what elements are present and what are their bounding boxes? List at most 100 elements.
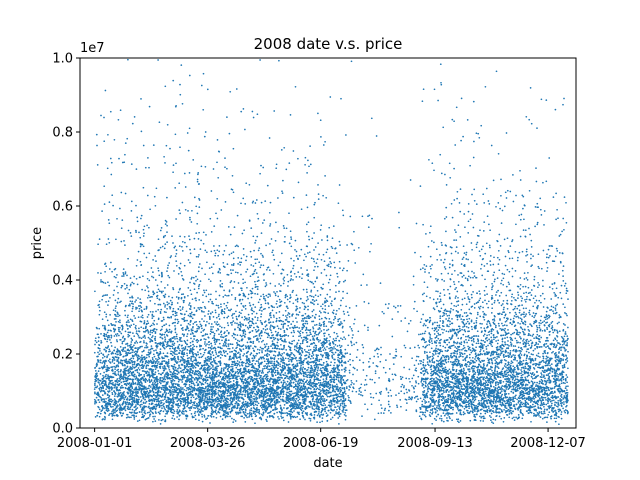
data-point bbox=[113, 335, 116, 337]
data-point bbox=[94, 384, 96, 387]
data-point bbox=[110, 341, 112, 344]
data-point bbox=[249, 393, 251, 395]
data-point bbox=[160, 401, 163, 404]
data-point bbox=[168, 368, 171, 371]
data-point bbox=[222, 296, 225, 298]
data-point bbox=[186, 349, 189, 351]
data-point bbox=[177, 356, 179, 359]
data-point bbox=[206, 389, 208, 392]
data-point bbox=[127, 335, 130, 338]
data-point bbox=[201, 413, 203, 416]
data-point bbox=[172, 384, 174, 387]
data-point bbox=[125, 384, 128, 386]
data-point bbox=[209, 217, 212, 220]
data-point bbox=[231, 368, 234, 371]
data-point bbox=[217, 150, 220, 153]
data-point bbox=[133, 275, 136, 278]
data-point bbox=[181, 308, 184, 310]
data-point bbox=[104, 338, 107, 341]
data-point bbox=[192, 396, 195, 399]
data-point bbox=[93, 351, 96, 354]
data-point bbox=[209, 330, 212, 333]
data-point bbox=[161, 333, 164, 336]
data-point bbox=[110, 388, 113, 391]
data-point bbox=[163, 311, 166, 313]
data-point bbox=[148, 384, 151, 387]
data-point bbox=[207, 387, 209, 390]
data-point bbox=[116, 333, 119, 335]
data-point bbox=[116, 285, 118, 288]
data-point bbox=[244, 379, 247, 382]
data-point bbox=[98, 387, 101, 390]
data-point bbox=[195, 381, 198, 384]
data-point bbox=[107, 345, 110, 347]
data-point bbox=[159, 303, 161, 306]
data-point bbox=[104, 404, 107, 407]
data-point bbox=[147, 394, 150, 397]
data-point bbox=[171, 393, 173, 395]
data-point bbox=[223, 351, 226, 354]
data-point bbox=[230, 384, 232, 386]
data-point bbox=[171, 301, 173, 304]
data-point bbox=[140, 130, 143, 133]
data-point bbox=[142, 330, 145, 333]
data-point bbox=[208, 343, 210, 346]
data-point bbox=[172, 287, 174, 289]
data-point bbox=[219, 390, 221, 392]
data-point bbox=[199, 393, 202, 396]
data-point bbox=[199, 339, 202, 342]
data-point bbox=[179, 312, 182, 315]
data-point bbox=[148, 355, 151, 358]
data-point bbox=[201, 397, 204, 400]
data-point bbox=[212, 263, 215, 265]
data-point bbox=[157, 318, 160, 321]
data-point bbox=[151, 336, 153, 339]
data-point bbox=[199, 406, 202, 408]
data-point bbox=[240, 273, 242, 276]
data-point bbox=[103, 335, 106, 338]
data-point bbox=[226, 116, 228, 118]
data-point bbox=[160, 409, 162, 412]
data-point bbox=[120, 324, 123, 327]
data-point bbox=[196, 222, 199, 225]
data-point bbox=[259, 346, 262, 349]
data-point bbox=[166, 335, 169, 337]
data-point bbox=[189, 306, 192, 308]
data-point bbox=[240, 110, 243, 113]
data-point bbox=[227, 381, 229, 384]
data-point bbox=[171, 235, 173, 237]
data-point bbox=[110, 322, 112, 325]
data-point bbox=[239, 334, 242, 337]
data-point bbox=[214, 252, 217, 255]
data-point bbox=[178, 385, 180, 388]
data-point bbox=[259, 307, 262, 309]
data-point bbox=[124, 338, 126, 340]
data-point bbox=[190, 374, 192, 377]
data-point bbox=[186, 339, 189, 342]
data-point bbox=[103, 398, 105, 400]
data-point bbox=[138, 378, 140, 381]
data-point bbox=[115, 400, 118, 403]
data-point bbox=[166, 301, 169, 303]
data-point bbox=[132, 360, 135, 363]
data-point bbox=[235, 401, 238, 404]
data-point bbox=[111, 414, 114, 416]
data-point bbox=[202, 294, 204, 296]
data-point bbox=[101, 398, 104, 401]
data-point bbox=[124, 272, 127, 275]
data-point bbox=[169, 306, 172, 309]
data-point bbox=[218, 381, 221, 384]
data-point bbox=[192, 404, 194, 406]
data-point bbox=[212, 364, 214, 367]
data-point bbox=[120, 191, 123, 194]
data-point bbox=[176, 361, 179, 363]
data-point bbox=[227, 347, 229, 350]
data-point bbox=[260, 372, 263, 374]
data-point bbox=[206, 385, 209, 388]
data-point bbox=[141, 316, 144, 319]
data-point bbox=[181, 201, 184, 204]
data-point bbox=[151, 340, 153, 342]
data-point bbox=[159, 391, 162, 393]
data-point bbox=[147, 330, 150, 332]
data-point bbox=[94, 391, 96, 394]
